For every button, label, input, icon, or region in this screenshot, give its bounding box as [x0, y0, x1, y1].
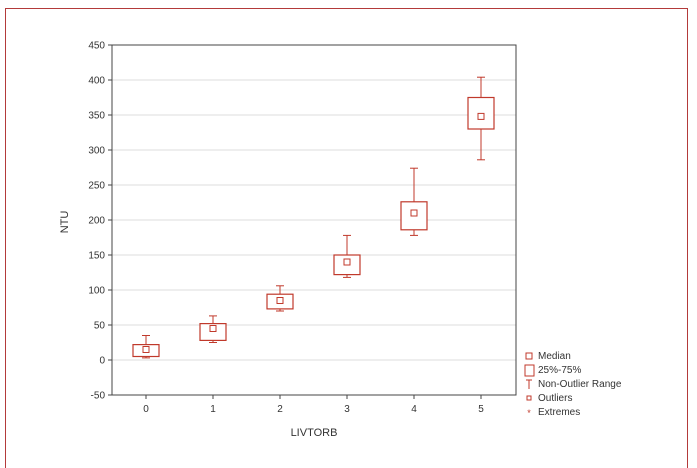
box-2 — [266, 285, 294, 312]
boxplot-chart: -50 0 50 100 150 200 250 300 350 400 450 0 1 2 3 4 5 NT… — [59, 41, 622, 440]
y-axis-title: NTU — [59, 211, 71, 234]
y-tick-label: 250 — [88, 181, 105, 192]
x-axis-title: LIVTORB — [291, 427, 338, 439]
legend-extreme-icon: * — [527, 408, 531, 418]
y-tick-label: -50 — [91, 391, 106, 402]
median-marker — [477, 112, 485, 120]
x-tick-label: 5 — [478, 404, 484, 415]
y-axis: -50 0 50 100 150 200 250 300 350 400 450 — [88, 41, 112, 402]
y-tick-label: 50 — [94, 321, 106, 332]
y-tick-label: 400 — [88, 76, 105, 87]
legend-label: Non-Outlier Range — [538, 379, 622, 390]
y-tick-label: 200 — [88, 216, 105, 227]
legend-label: Extremes — [538, 407, 580, 418]
median-marker — [142, 346, 150, 353]
x-tick-label: 0 — [143, 404, 149, 415]
legend-median-icon — [525, 352, 533, 360]
legend-label: 25%-75% — [538, 365, 581, 376]
legend-outlier-icon — [526, 395, 532, 401]
box-iqr — [266, 293, 294, 310]
y-tick-label: 150 — [88, 251, 105, 262]
legend-label: Outliers — [538, 393, 572, 404]
y-tick-label: 450 — [88, 41, 105, 52]
x-axis: 0 1 2 3 4 5 — [143, 395, 484, 415]
y-tick-label: 300 — [88, 146, 105, 157]
box-0 — [132, 335, 160, 359]
box-3 — [333, 234, 361, 278]
box-1 — [199, 315, 227, 343]
legend-label: Median — [538, 351, 571, 362]
median-marker — [343, 258, 351, 266]
median-marker — [410, 209, 418, 217]
median-marker — [209, 325, 217, 332]
grid-lines — [112, 44, 516, 396]
boxes — [132, 76, 495, 359]
box-iqr — [132, 344, 160, 358]
x-tick-label: 2 — [277, 404, 283, 415]
box-4 — [400, 167, 428, 236]
x-tick-label: 3 — [344, 404, 350, 415]
median-marker — [276, 297, 284, 304]
legend-box-icon — [524, 364, 535, 377]
y-tick-label: 0 — [99, 356, 105, 367]
box-5 — [467, 76, 495, 161]
x-tick-label: 4 — [411, 404, 417, 415]
y-tick-label: 350 — [88, 111, 105, 122]
y-tick-label: 100 — [88, 286, 105, 297]
x-tick-label: 1 — [210, 404, 216, 415]
legend: Median 25%-75% Non-Outlier Range Outliers * E… — [524, 351, 622, 418]
